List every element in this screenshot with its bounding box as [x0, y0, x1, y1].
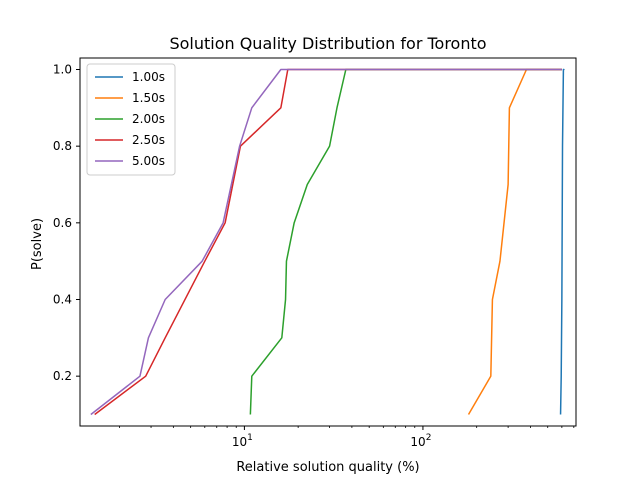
x-tick-label-0: 101	[232, 433, 253, 449]
legend-label-2: 2.00s	[132, 112, 165, 126]
y-tick-label-2: 0.6	[53, 216, 72, 230]
y-tick-label-3: 0.8	[53, 139, 72, 153]
x-axis-label: Relative solution quality (%)	[236, 460, 419, 475]
y-tick-label-4: 1.0	[53, 63, 72, 77]
chart-title: Solution Quality Distribution for Toront…	[169, 34, 486, 53]
legend-label-4: 5.00s	[132, 154, 165, 168]
series-line-0	[559, 68, 565, 415]
series-line-1	[467, 68, 562, 415]
plot-area	[79, 57, 577, 427]
y-tick-label-1: 0.4	[53, 293, 72, 307]
series-line-4	[90, 68, 562, 416]
x-tick-label-1: 102	[410, 433, 431, 449]
series-line-2	[249, 68, 562, 415]
series-line-3	[94, 68, 562, 416]
axis-ticks: 0.2 0.4 0.6 0.8 1.0 101 102	[53, 63, 575, 449]
legend-label-3: 2.50s	[132, 133, 165, 147]
plot-frame	[79, 57, 577, 427]
y-tick-label-0: 0.2	[53, 369, 72, 383]
y-axis-label: P(solve)	[30, 218, 45, 270]
legend-box	[86, 63, 176, 176]
legend: 1.00s 1.50s 2.00s 2.50s 5.00s	[86, 63, 176, 176]
legend-label-1: 1.50s	[132, 91, 165, 105]
legend-label-0: 1.00s	[132, 70, 165, 84]
